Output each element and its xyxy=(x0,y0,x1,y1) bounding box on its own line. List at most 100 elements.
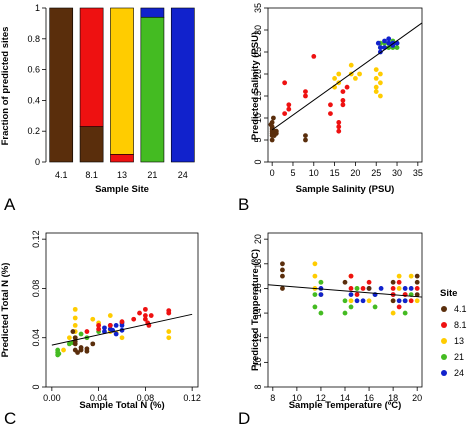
data-point-site-24 xyxy=(318,286,324,291)
data-point-site-8-1 xyxy=(119,319,125,325)
data-point-site-21 xyxy=(354,286,360,291)
panel-letter-c: C xyxy=(4,409,16,428)
y-tick-label: 0.8 xyxy=(27,34,40,44)
data-point-site-8-1 xyxy=(348,273,354,279)
data-point-site-13 xyxy=(396,273,402,279)
data-point-site-4-1 xyxy=(269,137,275,143)
panel-letter-a: A xyxy=(4,195,16,214)
data-point-site-13 xyxy=(312,273,318,279)
y-tick-label: 35 xyxy=(253,3,263,13)
y-tick-label: 25 xyxy=(253,47,263,57)
x-tick-label: 0.08 xyxy=(137,393,155,403)
y-axis-label: Predicted Temperature (ºC) xyxy=(250,249,261,371)
data-point-site-8-1 xyxy=(282,111,288,116)
x-tick-label: 24 xyxy=(178,170,188,180)
data-point-site-8-1 xyxy=(96,326,102,332)
data-point-site-13 xyxy=(66,335,72,341)
data-point-site-13 xyxy=(366,298,372,304)
x-tick-label: 12 xyxy=(316,393,326,403)
data-point-site-24 xyxy=(102,325,107,331)
data-point-site-8-1 xyxy=(414,286,420,291)
data-point-site-13 xyxy=(390,310,396,316)
data-point-site-8-1 xyxy=(396,304,402,310)
x-tick-label: 14 xyxy=(340,393,350,403)
x-tick-label: 20 xyxy=(412,393,422,403)
data-point-site-21 xyxy=(342,298,348,304)
y-tick-label: 5 xyxy=(253,137,263,142)
x-tick-label: 20 xyxy=(350,168,360,178)
x-tick-label: 0.00 xyxy=(43,393,61,403)
data-point-site-13 xyxy=(353,76,358,81)
panel-letter-b: B xyxy=(238,195,249,214)
data-point-site-21 xyxy=(312,304,318,310)
data-point-site-13 xyxy=(336,71,342,77)
data-point-site-8-1 xyxy=(311,54,317,59)
x-axis-label: Sample Site xyxy=(95,184,149,195)
data-point-site-13 xyxy=(72,323,78,328)
x-tick-label: 30 xyxy=(392,168,402,178)
data-point-site-21 xyxy=(342,310,348,316)
y-tick-label: 0.6 xyxy=(27,65,40,75)
data-point-site-4-1 xyxy=(273,128,279,134)
x-tick-label: 16 xyxy=(364,393,374,403)
data-point-site-4-1 xyxy=(72,335,78,341)
legend-label: 13 xyxy=(454,336,464,346)
data-point-site-4-1 xyxy=(280,267,285,273)
data-point-site-24 xyxy=(348,292,354,297)
data-point-site-8-1 xyxy=(328,111,333,116)
bar-segment-24-24 xyxy=(170,7,195,163)
data-point-site-8-1 xyxy=(396,279,402,285)
data-point-site-21 xyxy=(55,347,61,353)
data-point-site-24 xyxy=(113,323,119,328)
data-point-site-8-1 xyxy=(340,89,346,94)
bar-segment-21-21 xyxy=(140,16,165,163)
x-tick-label: 25 xyxy=(371,168,381,178)
data-point-site-21 xyxy=(78,331,84,337)
data-point-site-8-1 xyxy=(390,286,396,291)
data-point-site-4-1 xyxy=(280,273,285,279)
data-point-site-24 xyxy=(318,292,324,297)
data-point-site-8-1 xyxy=(107,323,113,328)
data-point-site-13 xyxy=(332,76,337,81)
data-point-site-4-1 xyxy=(90,341,96,347)
y-tick-label: 18 xyxy=(253,259,263,269)
y-tick-label: 0.2 xyxy=(27,126,40,136)
y-tick-label: 0.08 xyxy=(31,280,41,298)
data-point-site-8-1 xyxy=(142,313,148,318)
data-point-site-8-1 xyxy=(408,298,414,304)
bar-segment-13-8.1 xyxy=(110,154,134,163)
data-point-site-13 xyxy=(166,335,172,341)
y-tick-label: 0 xyxy=(35,157,40,167)
data-point-site-13 xyxy=(119,335,125,341)
data-point-site-4-1 xyxy=(75,350,80,355)
legend-label: 4.1 xyxy=(454,304,467,314)
data-point-site-13 xyxy=(357,71,362,77)
x-tick-label: 18 xyxy=(388,393,398,403)
data-point-site-13 xyxy=(377,93,383,99)
data-point-site-4-1 xyxy=(390,298,396,304)
data-point-site-13 xyxy=(61,347,66,353)
data-point-site-8-1 xyxy=(328,102,333,108)
data-point-site-4-1 xyxy=(280,286,285,291)
x-tick-label: 8 xyxy=(270,393,275,403)
data-point-site-21 xyxy=(348,304,354,310)
data-point-site-8-1 xyxy=(137,310,142,316)
data-point-site-21 xyxy=(394,45,400,50)
data-point-site-13 xyxy=(373,89,379,94)
data-point-site-24 xyxy=(396,298,402,304)
data-point-site-13 xyxy=(377,71,383,77)
legend-label: 21 xyxy=(454,352,464,362)
data-point-site-13 xyxy=(373,67,379,72)
y-tick-label: 0 xyxy=(31,384,41,389)
x-tick-label: 4.1 xyxy=(55,170,68,180)
data-point-site-4-1 xyxy=(84,346,90,352)
x-tick-label: 35 xyxy=(413,168,423,178)
x-tick-label: 13 xyxy=(117,170,127,180)
data-point-site-8-1 xyxy=(142,306,148,312)
data-point-site-4-1 xyxy=(303,137,308,143)
data-point-site-8-1 xyxy=(148,313,154,318)
data-point-site-8-1 xyxy=(354,292,360,297)
data-point-site-8-1 xyxy=(344,84,350,90)
legend-title: Site xyxy=(440,288,457,299)
